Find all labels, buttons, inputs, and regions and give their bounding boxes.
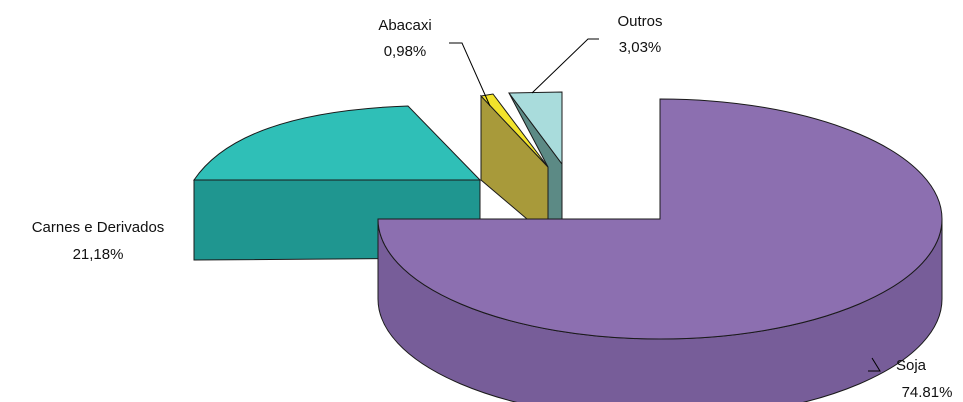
slice-value-soja: 74.81%	[902, 384, 953, 401]
pie-slices	[193, 91, 943, 402]
slice-soja	[377, 98, 943, 402]
leader-abacaxi	[449, 42, 491, 107]
label-abacaxi: Abacaxi 0,98%	[378, 17, 431, 60]
slice-top-soja	[377, 98, 943, 340]
slice-label-outros: Outros	[617, 13, 662, 30]
label-outros: Outros 3,03%	[617, 13, 662, 56]
leader-outros	[531, 38, 599, 94]
slice-label-abacaxi: Abacaxi	[378, 17, 431, 34]
slice-label-carnes: Carnes e Derivados	[32, 219, 165, 236]
slice-value-abacaxi: 0,98%	[384, 43, 427, 60]
slice-value-carnes: 21,18%	[73, 246, 124, 263]
slice-abacaxi	[479, 93, 549, 220]
slice-value-outros: 3,03%	[619, 39, 662, 56]
label-carnes: Carnes e Derivados 21,18%	[32, 219, 165, 263]
slice-top-carnes	[193, 105, 482, 181]
leader-soja	[868, 357, 881, 372]
slice-top-outros	[508, 91, 563, 166]
slice-top-abacaxi	[479, 93, 549, 168]
leader-lines	[449, 38, 881, 372]
label-soja: Soja 74.81%	[896, 357, 952, 401]
slice-label-soja: Soja	[896, 357, 927, 374]
